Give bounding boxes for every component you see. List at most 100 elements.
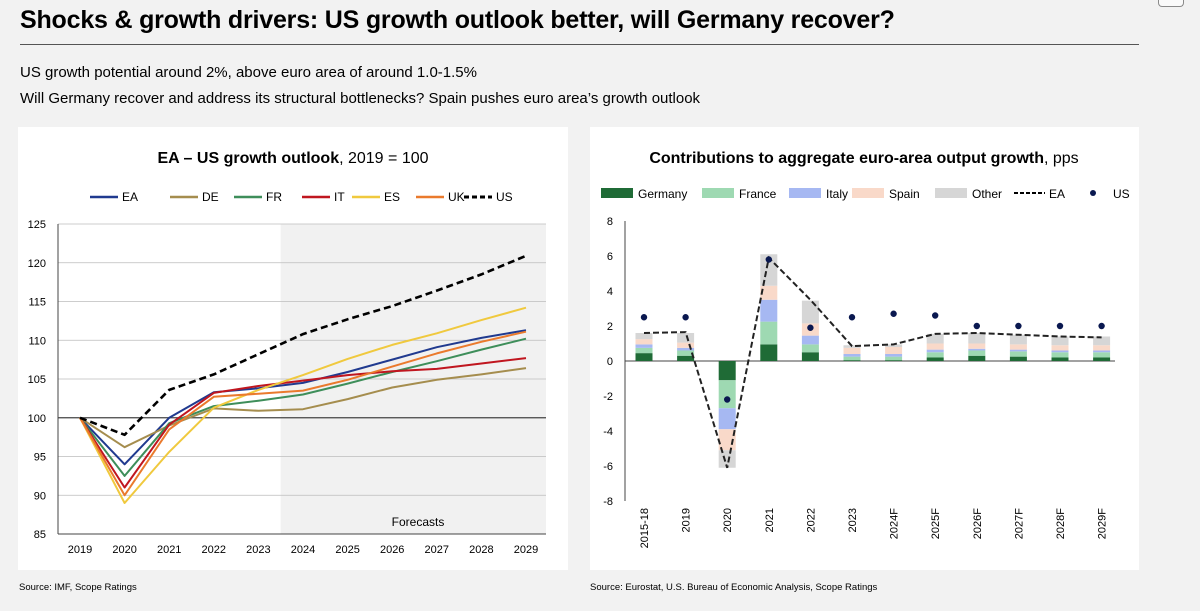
- bar-segment-germany: [926, 357, 944, 361]
- legend-label-other: Other: [972, 187, 1002, 201]
- bar-segment-other: [1051, 336, 1069, 346]
- bar-segment-germany: [968, 355, 986, 361]
- chart-title: EA – US growth outlook, 2019 = 100: [157, 150, 428, 167]
- chart-title-main: Contributions to aggregate euro-area out…: [649, 150, 1044, 167]
- bar-segment-other: [968, 333, 986, 344]
- series-line-fr: [79, 337, 527, 477]
- bar-segment-germany: [1009, 356, 1027, 361]
- y-tick-label: 95: [34, 452, 46, 464]
- legend-swatch-spain: [852, 188, 884, 198]
- bar-segment-france: [1093, 352, 1111, 358]
- bar-segment-france: [760, 321, 778, 345]
- growth-outlook-chart: EA – US growth outlook, 2019 = 100 EA DE FR…: [28, 150, 546, 556]
- right-chart-panel: Contributions to aggregate euro-area out…: [590, 127, 1139, 570]
- series-line-uk: [79, 330, 527, 497]
- y-tick-label: 120: [28, 258, 46, 270]
- us-point: [640, 314, 648, 321]
- legend-label-spain: Spain: [889, 187, 920, 201]
- bar-segment-spain: [926, 343, 944, 350]
- us-point: [890, 310, 897, 317]
- bar-segment-spain: [760, 285, 778, 300]
- us-point: [682, 314, 689, 321]
- bar-segment-spain: [1051, 345, 1069, 351]
- bar-segment-italy: [1009, 349, 1027, 352]
- x-tick-label: 2021: [157, 544, 181, 556]
- legend-label-germany: Germany: [638, 187, 687, 201]
- bar-segment-germany: [760, 344, 778, 361]
- bar-segment-france: [677, 350, 695, 356]
- us-point: [932, 312, 939, 319]
- bar-segment-other: [635, 333, 653, 340]
- bar-segment-other: [801, 300, 819, 324]
- chart-title-suffix: , pps: [1044, 150, 1079, 167]
- bar-segment-france: [801, 344, 819, 353]
- series-line-it: [79, 357, 527, 489]
- y-tick-label: -2: [603, 391, 613, 403]
- bar-segment-germany: [718, 361, 736, 381]
- bar-segment-spain: [718, 429, 736, 451]
- y-tick-label: 105: [28, 374, 46, 386]
- x-tick-label: 2019: [681, 508, 693, 532]
- bar-segment-italy: [677, 347, 695, 351]
- y-tick-label: 115: [28, 297, 46, 309]
- x-tick-label: 2028: [469, 544, 493, 556]
- x-tick-label: 2015-18: [639, 508, 651, 548]
- bar-segment-spain: [1093, 345, 1111, 351]
- us-point: [1098, 322, 1105, 330]
- legend-swatch-france: [702, 188, 734, 198]
- bar-segment-spain: [843, 347, 861, 354]
- left-source-note: Source: IMF, Scope Ratings: [19, 582, 137, 593]
- chart-title: Contributions to aggregate euro-area out…: [649, 150, 1078, 167]
- us-point: [1056, 322, 1064, 330]
- bar-segment-france: [926, 352, 944, 358]
- y-tick-label: 110: [28, 335, 46, 347]
- bar-segment-other: [718, 450, 736, 468]
- us-point: [1015, 322, 1022, 330]
- y-tick-label: 6: [607, 251, 613, 263]
- bar-segment-italy: [968, 348, 986, 351]
- chart-title-suffix: , 2019 = 100: [339, 150, 429, 167]
- legend-label-italy: Italy: [826, 187, 848, 201]
- series-line-es: [79, 306, 527, 504]
- legend-marker-us: [1090, 190, 1096, 196]
- bar-segment-germany: [1093, 357, 1111, 361]
- bar-segment-other: [885, 344, 903, 347]
- x-tick-label: 2025: [335, 544, 359, 556]
- x-tick-label: 2020: [722, 508, 734, 532]
- y-tick-label: 100: [28, 413, 46, 425]
- chart-title-main: EA – US growth outlook: [157, 150, 339, 167]
- bar-segment-france: [885, 356, 903, 361]
- bar-segment-spain: [968, 343, 986, 349]
- bar-segment-spain: [677, 342, 695, 348]
- contributions-chart: Contributions to aggregate euro-area out…: [601, 150, 1130, 548]
- bar-segment-france: [843, 356, 861, 361]
- bar-segment-italy: [1093, 350, 1111, 353]
- bar-segment-france: [635, 347, 653, 354]
- legend-label-de: DE: [202, 190, 219, 204]
- bar-segment-italy: [801, 335, 819, 345]
- x-tick-label: 2019: [68, 544, 92, 556]
- bar-segment-france: [1009, 351, 1027, 357]
- us-point: [724, 396, 731, 403]
- bar-segment-spain: [635, 339, 653, 345]
- y-tick-label: 85: [34, 529, 46, 541]
- legend-label-ea: EA: [122, 190, 138, 204]
- bar-segment-italy: [1051, 350, 1069, 353]
- x-tick-label: 2022: [202, 544, 226, 556]
- title-divider: [20, 44, 1139, 45]
- bar-segment-other: [760, 254, 778, 286]
- y-tick-label: -4: [603, 426, 613, 438]
- right-source-note: Source: Eurostat, U.S. Bureau of Economi…: [590, 582, 878, 593]
- x-tick-label: 2023: [847, 508, 859, 532]
- bar-segment-france: [718, 380, 736, 409]
- x-tick-label: 2029F: [1097, 508, 1109, 539]
- left-chart-panel: EA – US growth outlook, 2019 = 100 EA DE FR…: [18, 127, 568, 570]
- us-point: [807, 324, 814, 331]
- bar-segment-spain: [885, 347, 903, 354]
- bar-segment-germany: [1051, 357, 1069, 361]
- bar-segment-italy: [843, 354, 861, 357]
- x-tick-label: 2027: [425, 544, 449, 556]
- bar-segment-germany: [635, 353, 653, 361]
- x-tick-label: 2025F: [930, 508, 942, 539]
- series-line-de: [79, 367, 527, 449]
